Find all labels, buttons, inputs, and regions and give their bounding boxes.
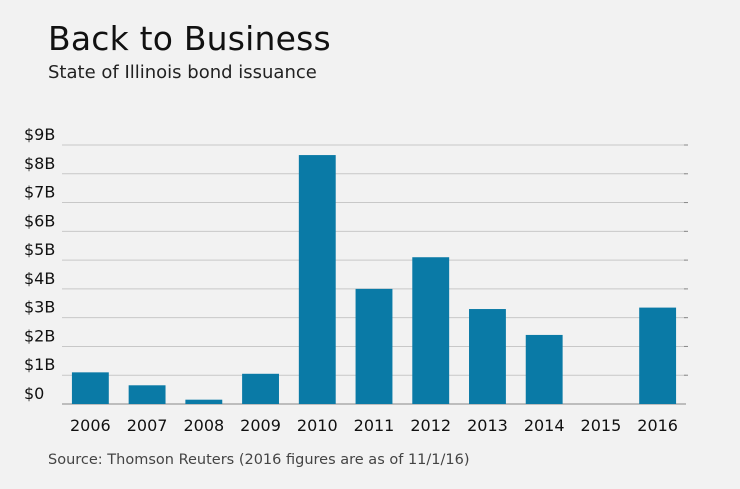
x-tick-label: 2009 [240, 416, 281, 435]
x-tick-label: 2015 [581, 416, 622, 435]
x-tick-label: 2010 [297, 416, 338, 435]
x-tick-label: 2014 [524, 416, 565, 435]
bar-2013 [469, 309, 506, 404]
bar-2011 [355, 288, 393, 404]
y-tick-label: $0 [24, 384, 44, 403]
y-tick-label: $6B [24, 211, 55, 230]
y-tick-label: $5B [24, 240, 55, 259]
x-axis-ticks: 2006 2007 2008 2009 2010 2011 2012 2013 2014 2015… [70, 416, 678, 435]
bar-2009 [242, 373, 279, 404]
x-tick-label: 2013 [467, 416, 508, 435]
y-tick-label: $3B [24, 298, 55, 317]
bar-2014 [525, 334, 563, 404]
bar-2006 [71, 372, 109, 404]
y-tick-label: $8B [24, 154, 55, 173]
x-tick-label: 2016 [637, 416, 678, 435]
y-tick-label: $7B [24, 183, 55, 202]
bar-2007 [128, 385, 166, 404]
y-tick-label: $2B [24, 326, 55, 345]
y-tick-label: $1B [24, 355, 55, 374]
chart-title: Back to Business [48, 19, 331, 58]
x-tick-label: 2008 [183, 416, 224, 435]
chart-subtitle: State of Illinois bond issuance [48, 62, 317, 83]
bar-2010 [298, 155, 336, 404]
bars [71, 155, 677, 404]
x-tick-label: 2007 [127, 416, 168, 435]
bar-2008 [185, 399, 223, 404]
y-tick-label: $4B [24, 269, 55, 288]
y-axis-ticks: $0 $1B $2B $3B $4B $5B $6B $7B $8B $9B [24, 125, 55, 403]
x-tick-label: 2006 [70, 416, 111, 435]
x-tick-label: 2012 [410, 416, 451, 435]
x-tick-label: 2011 [354, 416, 395, 435]
source-note: Source: Thomson Reuters (2016 figures ar… [48, 452, 470, 468]
bar-2016 [639, 307, 677, 404]
y-tick-label: $9B [24, 125, 55, 144]
bar-2012 [412, 257, 450, 404]
